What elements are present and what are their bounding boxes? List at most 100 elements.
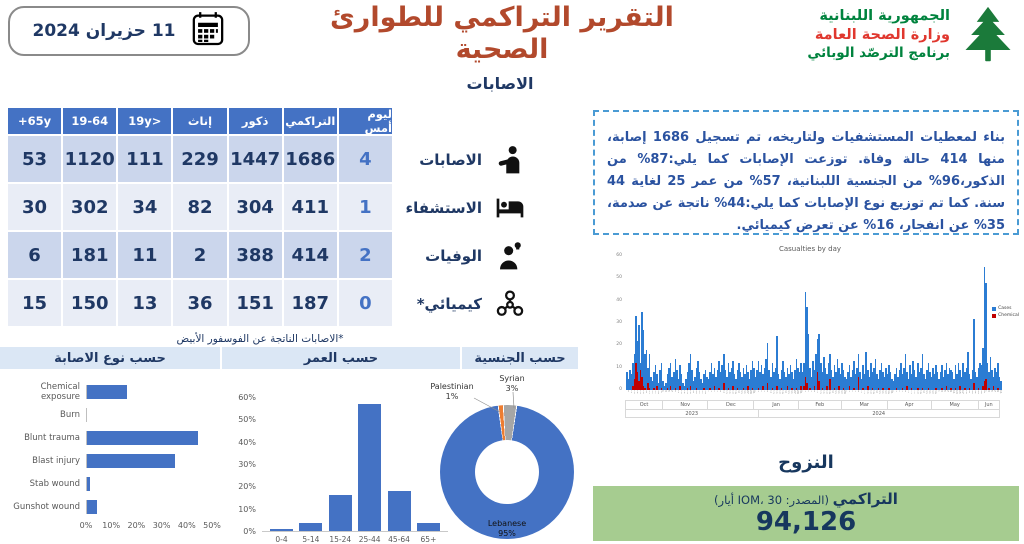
day-bar <box>951 256 954 390</box>
cases-bar <box>726 376 728 390</box>
chemical-bar <box>641 376 643 390</box>
day-bar <box>651 256 654 390</box>
source-label: (المصدر: IOM، 30 أيار) <box>714 493 829 507</box>
cases-bar <box>860 378 863 390</box>
table-cell: 13 <box>118 280 172 326</box>
cases-bar <box>794 369 796 390</box>
cases-bar <box>803 363 805 390</box>
injury-type-bar-track <box>86 476 213 491</box>
y-tick-label: 60% <box>238 393 256 402</box>
day-tick-label: 13 <box>864 390 866 400</box>
day-bar <box>921 256 924 390</box>
day-tick-label: 5 <box>761 390 763 400</box>
day-bar <box>626 256 628 390</box>
cases-bar <box>807 334 810 390</box>
cases-bar <box>962 363 964 390</box>
injuries-table-body: 53 1120 111 229 1447 1686 4 30 302 34 82 304 411 1 6 18… <box>8 136 392 326</box>
age-bar <box>328 495 352 531</box>
day-bar <box>918 256 921 390</box>
chemical-bar <box>633 378 636 390</box>
cases-bar <box>995 372 998 390</box>
cases-bar <box>700 378 702 390</box>
day-bar <box>873 256 875 390</box>
cases-bar <box>747 372 749 390</box>
day-bar <box>995 256 998 390</box>
day-bar <box>886 256 889 390</box>
day-tick-label: 17 <box>687 390 689 400</box>
chemical-bar <box>906 385 908 390</box>
chemical-bar <box>871 387 874 390</box>
cases-bar <box>920 367 922 390</box>
chemical-bar <box>877 387 880 390</box>
day-bar <box>856 256 858 390</box>
cases-bar <box>641 311 643 390</box>
cases-bar <box>627 378 630 390</box>
table-cell: 11 <box>118 232 172 278</box>
day-bar <box>762 256 764 390</box>
table-row-label: الاستشفاء <box>396 184 526 232</box>
day-bar <box>747 256 749 390</box>
cases-bar <box>736 369 739 390</box>
cases-bar <box>812 360 814 390</box>
chemical-bar <box>997 387 999 390</box>
cases-bar <box>798 372 801 390</box>
cases-bar <box>716 369 719 390</box>
day-bar <box>888 256 890 390</box>
cases-bar <box>957 363 960 390</box>
day-bar <box>786 256 789 390</box>
day-bar <box>733 256 736 390</box>
day-bar <box>907 256 910 390</box>
cases-bar <box>968 374 971 390</box>
day-tick-label: 21 <box>969 390 971 400</box>
day-tick-label: 17 <box>917 390 919 400</box>
cases-bar <box>976 376 978 390</box>
cases-bar <box>830 369 833 390</box>
casualties-year-axis: 2023 2024 <box>625 409 1000 418</box>
day-tick-label: 27 <box>794 390 796 400</box>
cases-bar <box>882 372 884 390</box>
cases-bar <box>718 360 720 390</box>
table-cell: 53 <box>8 136 62 182</box>
day-bar <box>715 256 717 390</box>
day-bar <box>870 256 872 390</box>
day-bar <box>963 256 966 390</box>
chemical-bar <box>959 385 961 390</box>
cases-bar <box>865 352 867 390</box>
day-tick-label: 27 <box>655 390 657 400</box>
chemical-bar <box>648 387 651 390</box>
summary-note: بناء لمعطيات المستشفيات ولتاريخه، تم تسج… <box>593 110 1019 235</box>
day-tick-label: 13 <box>726 390 728 400</box>
injuries-table-header: 65y+ 19-64 <19y إناث ذكور التراكمي ليوم أمس <box>8 107 392 135</box>
cases-bar <box>823 356 825 390</box>
day-bar <box>663 256 666 390</box>
day-tick-label: 1 <box>846 390 848 400</box>
day-bar <box>776 256 778 390</box>
injury-type-bar <box>87 499 98 514</box>
cases-bar <box>977 367 980 390</box>
cases-bar <box>712 374 714 390</box>
y-tick-label: 0% <box>243 527 256 536</box>
y-tick-label: 30 <box>616 320 622 325</box>
day-tick-label: 9 <box>858 390 860 400</box>
chemical-bar <box>983 381 986 390</box>
day-tick-label: 25 <box>882 390 884 400</box>
day-bar <box>641 256 643 390</box>
day-tick-label: 5 <box>991 390 993 400</box>
day-bar <box>629 256 631 390</box>
cases-bar <box>838 367 840 390</box>
day-tick-label: 23 <box>696 390 698 400</box>
chemical-bar <box>732 385 734 390</box>
day-tick-label: 19 <box>690 390 692 400</box>
cases-bar <box>917 363 919 390</box>
table-row: 53 1120 111 229 1447 1686 4 <box>8 136 392 182</box>
cases-bar <box>895 367 898 390</box>
nationality-chart: Palestinian 1% Syrian 3% Lebanese 95% <box>430 372 590 541</box>
ministry-header: الجمهورية اللبنانية وزارة الصحة العامة ب… <box>807 4 1018 66</box>
day-tick-label: 21 <box>785 390 787 400</box>
cases-bar <box>973 318 975 390</box>
day-bar <box>771 256 774 390</box>
day-bar <box>971 256 974 390</box>
day-bar <box>992 256 995 390</box>
cases-bar <box>827 363 830 390</box>
table-cell: 388 <box>228 232 282 278</box>
